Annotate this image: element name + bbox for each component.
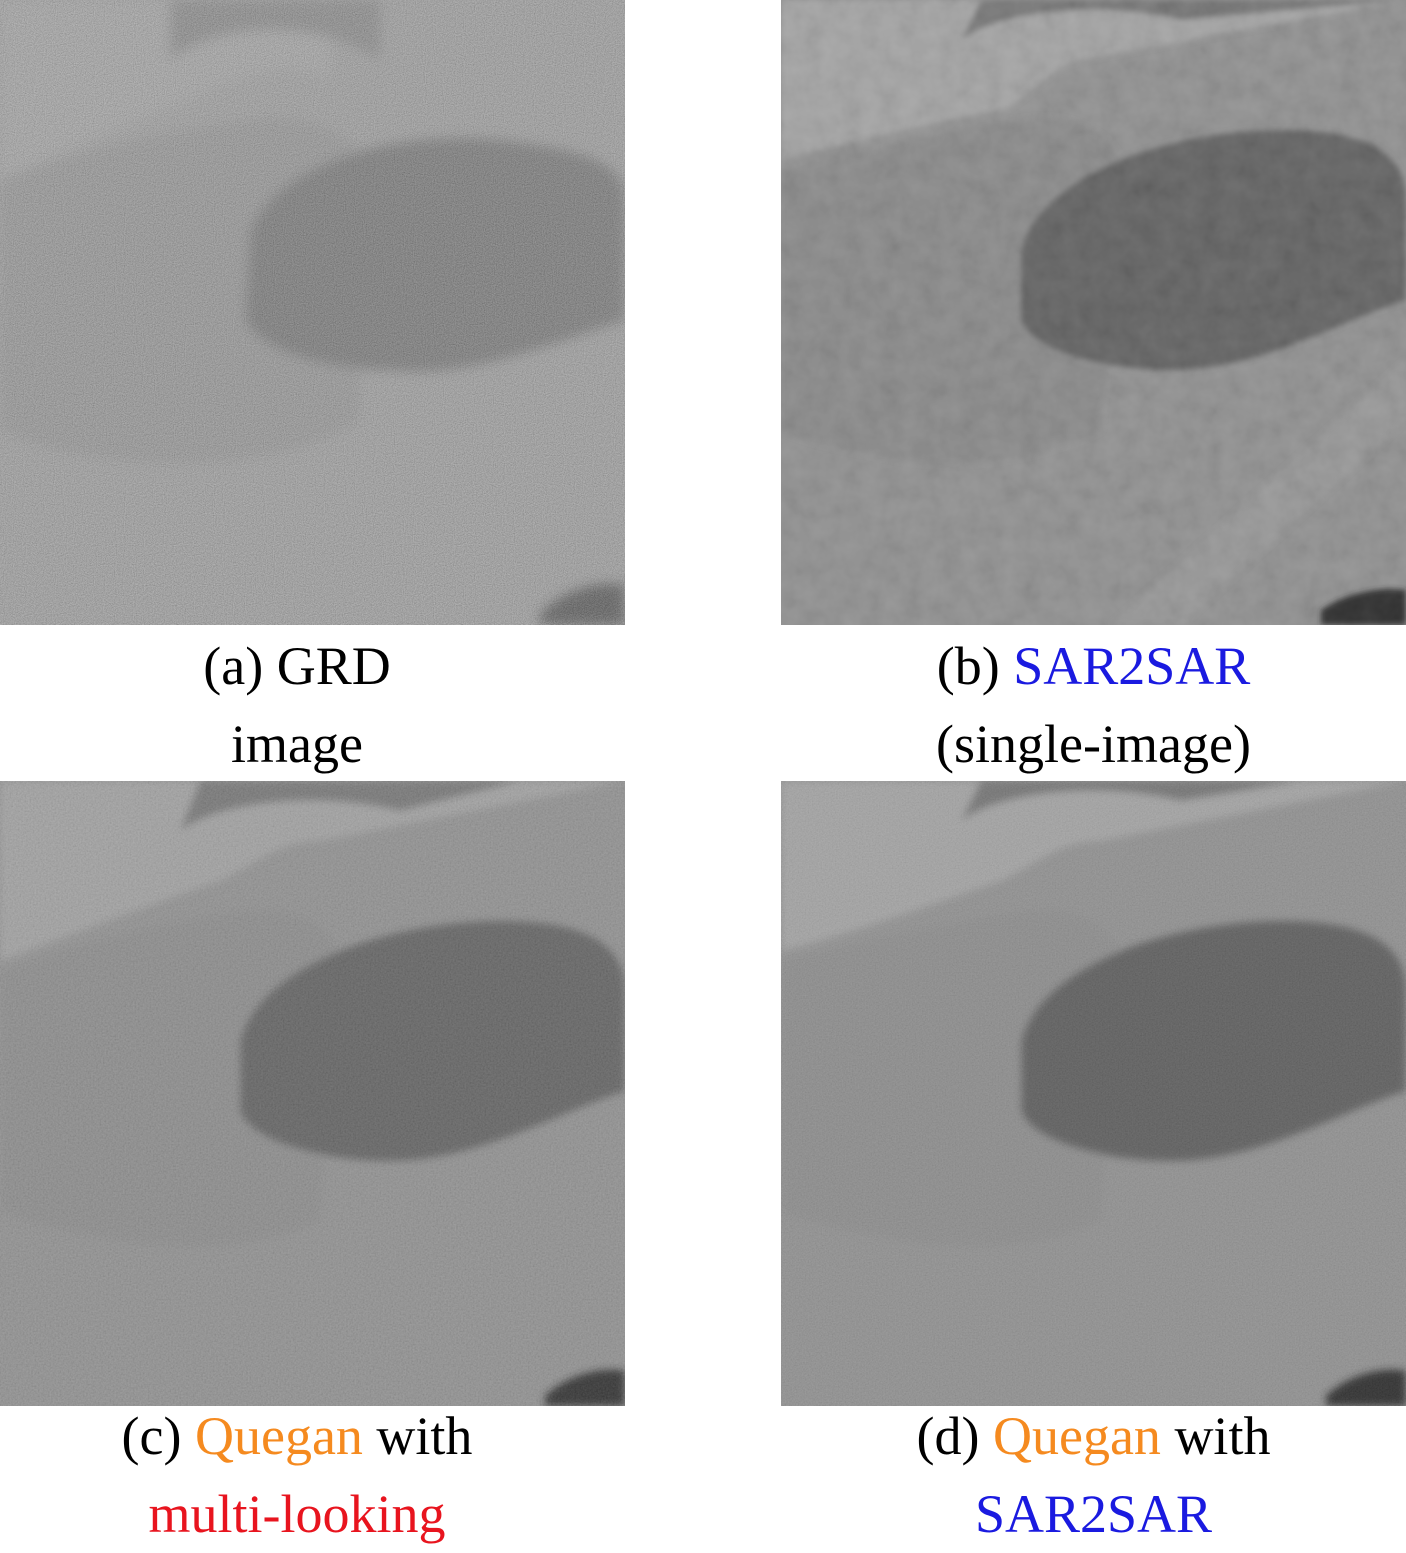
caption-a: (a) GRD image [0, 627, 594, 783]
caption-b-line2: (single-image) [781, 705, 1406, 783]
caption-d-method: Quegan [993, 1406, 1161, 1466]
caption-a-line1: (a) GRD [0, 627, 594, 705]
caption-c: (c) Quegan with multi-looking [0, 1397, 594, 1553]
caption-c-method: Quegan [194, 1406, 363, 1466]
caption-c-line2: multi-looking [0, 1475, 594, 1553]
image-panel-quegan-sar2sar [781, 781, 1406, 1406]
caption-b: (b) SAR2SAR (single-image) [781, 627, 1406, 783]
caption-b-line1: (b) SAR2SAR [781, 627, 1406, 705]
caption-b-text2: (single-image) [936, 714, 1251, 774]
caption-b-method: SAR2SAR [1013, 636, 1251, 696]
caption-b-label: (b) [936, 636, 1014, 696]
caption-a-line2: image [0, 705, 594, 783]
caption-c-with: with [362, 1406, 473, 1466]
caption-d: (d) Quegan with SAR2SAR [781, 1397, 1406, 1553]
sar-image-sar2sar [781, 0, 1406, 625]
caption-a-text2: image [231, 714, 363, 774]
caption-c-label: (c) [121, 1406, 195, 1466]
image-panel-grd [0, 0, 625, 625]
image-panel-sar2sar-single [781, 0, 1406, 625]
sar-image-quegan-multilooking [0, 781, 625, 1406]
caption-d-line1: (d) Quegan with [781, 1397, 1406, 1475]
caption-d-submethod: SAR2SAR [974, 1484, 1213, 1544]
caption-c-submethod: multi-looking [148, 1484, 446, 1544]
sar-image-grd [0, 0, 625, 625]
caption-d-with: with [1160, 1406, 1271, 1466]
image-panel-quegan-multilooking [0, 781, 625, 1406]
caption-d-label: (d) [916, 1406, 993, 1466]
caption-d-line2: SAR2SAR [781, 1475, 1406, 1553]
sar-image-quegan-sar2sar [781, 781, 1406, 1406]
caption-c-line1: (c) Quegan with [0, 1397, 594, 1475]
caption-a-text: (a) GRD [203, 636, 391, 696]
